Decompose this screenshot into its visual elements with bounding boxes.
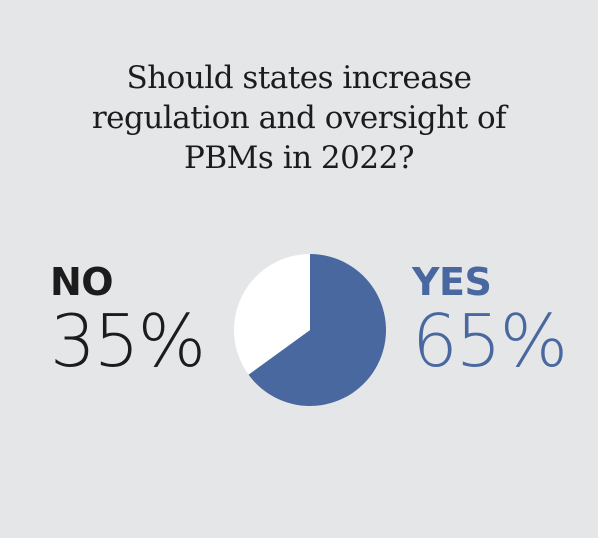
title-line: regulation and oversight of — [91, 100, 507, 136]
yes-percent: 65% — [412, 299, 568, 383]
no-label: NO — [50, 260, 114, 304]
pie-slice-yes — [248, 254, 386, 406]
chart-title: Should states increase regulation and ov… — [0, 58, 598, 178]
pie-chart — [234, 254, 386, 406]
no-result: NO 35% — [50, 260, 206, 383]
no-percent: 35% — [50, 299, 206, 383]
pie-slice-no — [234, 254, 310, 375]
yes-result: YES 65% — [412, 260, 568, 383]
yes-label: YES — [412, 260, 492, 304]
title-line: Should states increase — [126, 60, 472, 96]
title-line: PBMs in 2022? — [184, 140, 414, 176]
